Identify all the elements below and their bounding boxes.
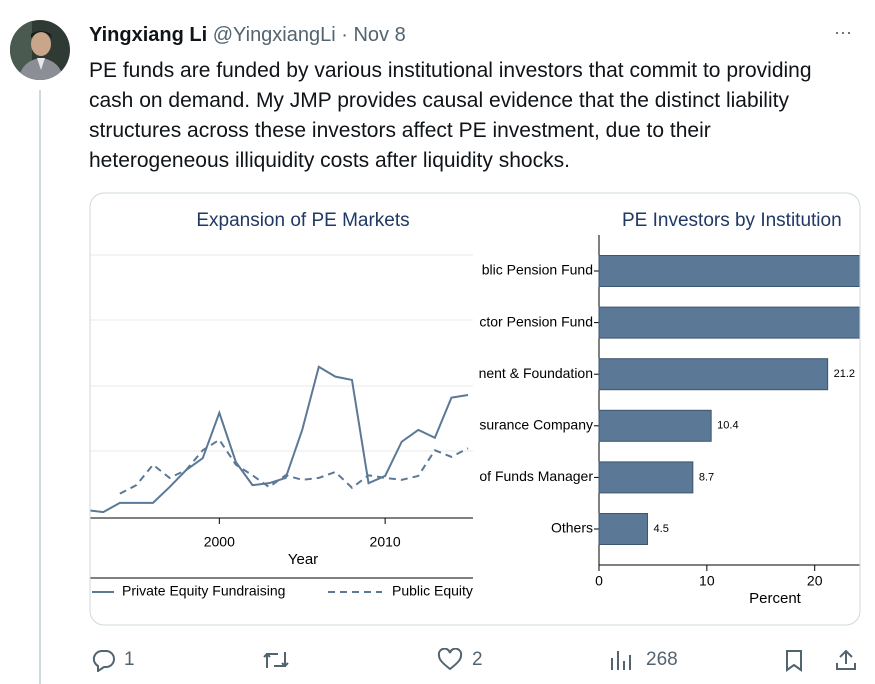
author: Yingxiang Li @YingxiangLi · Nov 8 xyxy=(89,24,406,47)
series-line xyxy=(119,438,469,495)
category-label: surance Company xyxy=(479,417,593,433)
reply-count: 1 xyxy=(124,649,135,670)
value-label: 21.2 xyxy=(834,368,855,380)
author-name[interactable]: Yingxiang Li xyxy=(89,24,208,46)
share-icon[interactable] xyxy=(834,648,858,672)
bar xyxy=(598,409,712,442)
value-label: 4.5 xyxy=(654,523,669,535)
value-label: 10.4 xyxy=(717,420,738,432)
handle[interactable]: @YingxiangLi xyxy=(212,24,336,46)
value-label: 8.7 xyxy=(699,471,714,483)
x-tick-label: 20 xyxy=(807,573,823,589)
category-label: blic Pension Fund xyxy=(482,262,593,278)
date[interactable]: Nov 8 xyxy=(353,24,406,46)
thread-line xyxy=(39,90,41,684)
x-axis-label: Year xyxy=(288,551,318,568)
bookmark-icon[interactable] xyxy=(782,648,806,672)
bar xyxy=(598,513,649,545)
bar xyxy=(598,255,860,287)
retweet-icon[interactable] xyxy=(262,648,290,672)
grid xyxy=(90,254,473,452)
x-tick-label: 10 xyxy=(699,573,715,589)
like-icon[interactable] xyxy=(437,648,463,672)
category-label: nent & Foundation xyxy=(479,365,593,381)
category-label: Others xyxy=(551,520,593,536)
more-button[interactable]: ··· xyxy=(834,22,852,42)
category-label: of Funds Manager xyxy=(479,468,593,484)
avatar[interactable] xyxy=(10,20,70,80)
x-tick-label: 2000 xyxy=(204,534,235,550)
like-count: 2 xyxy=(472,649,483,670)
legend-label: Public Equity xyxy=(392,583,473,599)
bar xyxy=(598,358,829,391)
tweet-text: PE funds are funded by various instituti… xyxy=(89,59,812,172)
chart-title: PE Investors by Institution xyxy=(622,210,842,231)
media-border xyxy=(89,192,861,626)
view-count: 268 xyxy=(646,649,678,670)
category-label: ctor Pension Fund xyxy=(479,313,593,329)
views-icon[interactable] xyxy=(608,648,634,672)
legend-label: Private Equity Fundraising xyxy=(122,583,285,599)
bar xyxy=(598,461,694,494)
reply-icon[interactable] xyxy=(92,648,116,672)
plot xyxy=(90,365,469,514)
x-tick-label: 0 xyxy=(595,573,603,589)
bar xyxy=(598,306,860,339)
x-axis-label: Percent xyxy=(749,590,802,607)
chart-title: Expansion of PE Markets xyxy=(196,210,409,231)
separator: · xyxy=(341,24,348,46)
x-tick-label: 2010 xyxy=(370,534,401,550)
